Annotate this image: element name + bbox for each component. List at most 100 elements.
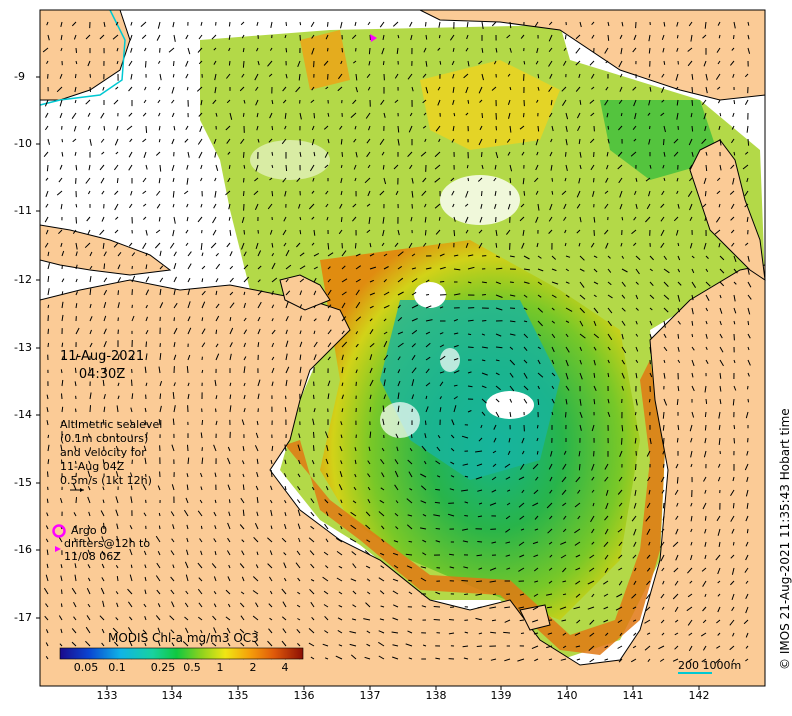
- velocity-arrow: [450, 177, 455, 182]
- velocity-arrow: [548, 541, 553, 545]
- velocity-arrow: [200, 99, 203, 106]
- velocity-arrow: [565, 164, 568, 172]
- velocity-arrow: [745, 580, 749, 584]
- velocity-arrow: [115, 565, 119, 569]
- velocity-arrow: [382, 34, 385, 40]
- velocity-arrow: [252, 615, 259, 621]
- velocity-arrow: [435, 528, 441, 530]
- lon-label: 133: [96, 689, 118, 702]
- velocity-arrow: [422, 552, 427, 556]
- velocity-arrow: [705, 151, 708, 156]
- velocity-arrow: [185, 229, 189, 234]
- velocity-arrow: [635, 359, 639, 363]
- velocity-arrow: [634, 411, 637, 416]
- velocity-arrow: [199, 499, 203, 504]
- velocity-arrow: [213, 511, 217, 517]
- velocity-arrow: [425, 368, 430, 374]
- velocity-arrow: [103, 406, 106, 413]
- velocity-arrow: [648, 138, 651, 145]
- velocity-arrow: [313, 112, 315, 119]
- velocity-arrow: [229, 265, 234, 270]
- velocity-arrow: [691, 294, 694, 301]
- velocity-arrow: [365, 565, 371, 569]
- velocity-arrow: [74, 537, 77, 543]
- velocity-arrow: [313, 354, 317, 361]
- velocity-arrow: [591, 528, 595, 534]
- velocity-arrow: [746, 177, 749, 183]
- velocity-arrow: [467, 385, 473, 388]
- velocity-arrow: [591, 34, 595, 39]
- velocity-arrow: [647, 112, 651, 116]
- velocity-arrow: [579, 424, 582, 431]
- velocity-arrow: [310, 99, 315, 103]
- velocity-arrow: [327, 342, 332, 348]
- velocity-arrow: [731, 528, 735, 534]
- velocity-arrow: [676, 502, 679, 507]
- velocity-arrow: [341, 366, 344, 374]
- velocity-arrow: [547, 632, 553, 635]
- velocity-arrow: [453, 370, 460, 374]
- velocity-arrow: [159, 380, 163, 387]
- velocity-arrow: [537, 125, 540, 132]
- velocity-arrow: [495, 151, 499, 159]
- velocity-arrow: [420, 566, 427, 569]
- velocity-arrow: [383, 394, 387, 400]
- velocity-arrow: [368, 446, 371, 452]
- velocity-arrow: [576, 229, 581, 234]
- velocity-arrow: [481, 385, 487, 389]
- velocity-arrow: [46, 512, 49, 517]
- velocity-arrow: [704, 385, 707, 393]
- velocity-arrow: [142, 138, 147, 143]
- velocity-arrow: [397, 392, 400, 400]
- velocity-arrow: [44, 125, 49, 131]
- velocity-arrow: [703, 450, 707, 458]
- velocity-arrow: [201, 278, 204, 283]
- velocity-arrow: [102, 600, 105, 608]
- velocity-arrow: [285, 21, 287, 26]
- velocity-arrow: [593, 333, 600, 339]
- velocity-arrow: [704, 528, 707, 534]
- velocity-arrow: [340, 434, 343, 439]
- velocity-arrow: [605, 60, 609, 64]
- velocity-arrow: [634, 112, 637, 120]
- velocity-arrow: [103, 125, 106, 131]
- velocity-arrow: [366, 229, 371, 233]
- velocity-arrow: [564, 242, 567, 247]
- velocity-arrow: [47, 434, 50, 439]
- velocity-arrow: [705, 164, 708, 172]
- velocity-arrow: [621, 216, 624, 221]
- velocity-arrow: [677, 268, 681, 273]
- velocity-arrow: [563, 450, 567, 455]
- velocity-arrow: [617, 528, 623, 533]
- velocity-arrow: [186, 537, 189, 543]
- velocity-arrow: [478, 242, 483, 249]
- velocity-arrow: [716, 190, 721, 195]
- velocity-arrow: [74, 381, 77, 387]
- velocity-arrow: [672, 658, 679, 662]
- velocity-arrow: [517, 658, 525, 662]
- velocity-arrow: [537, 372, 544, 378]
- velocity-arrow: [691, 411, 695, 418]
- velocity-arrow: [268, 73, 273, 77]
- velocity-arrow: [453, 112, 456, 117]
- velocity-arrow: [523, 333, 529, 339]
- velocity-arrow: [381, 151, 385, 156]
- velocity-arrow: [59, 643, 63, 647]
- velocity-arrow: [47, 288, 50, 296]
- velocity-arrow: [489, 502, 497, 506]
- velocity-arrow: [60, 564, 63, 569]
- velocity-arrow: [519, 216, 525, 222]
- velocity-arrow: [56, 190, 63, 196]
- velocity-arrow: [409, 112, 413, 117]
- velocity-arrow: [408, 657, 413, 660]
- velocity-arrow: [340, 421, 343, 426]
- velocity-arrow: [212, 615, 217, 621]
- velocity-arrow: [551, 398, 555, 404]
- velocity-arrow: [481, 190, 483, 197]
- velocity-arrow: [170, 550, 175, 556]
- velocity-arrow: [730, 138, 735, 144]
- velocity-arrow: [504, 658, 511, 662]
- velocity-arrow: [229, 316, 232, 322]
- velocity-arrow: [271, 304, 275, 309]
- velocity-arrow: [324, 431, 329, 439]
